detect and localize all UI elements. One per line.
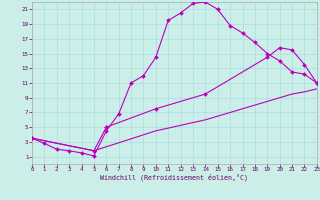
X-axis label: Windchill (Refroidissement éolien,°C): Windchill (Refroidissement éolien,°C) (100, 174, 248, 181)
